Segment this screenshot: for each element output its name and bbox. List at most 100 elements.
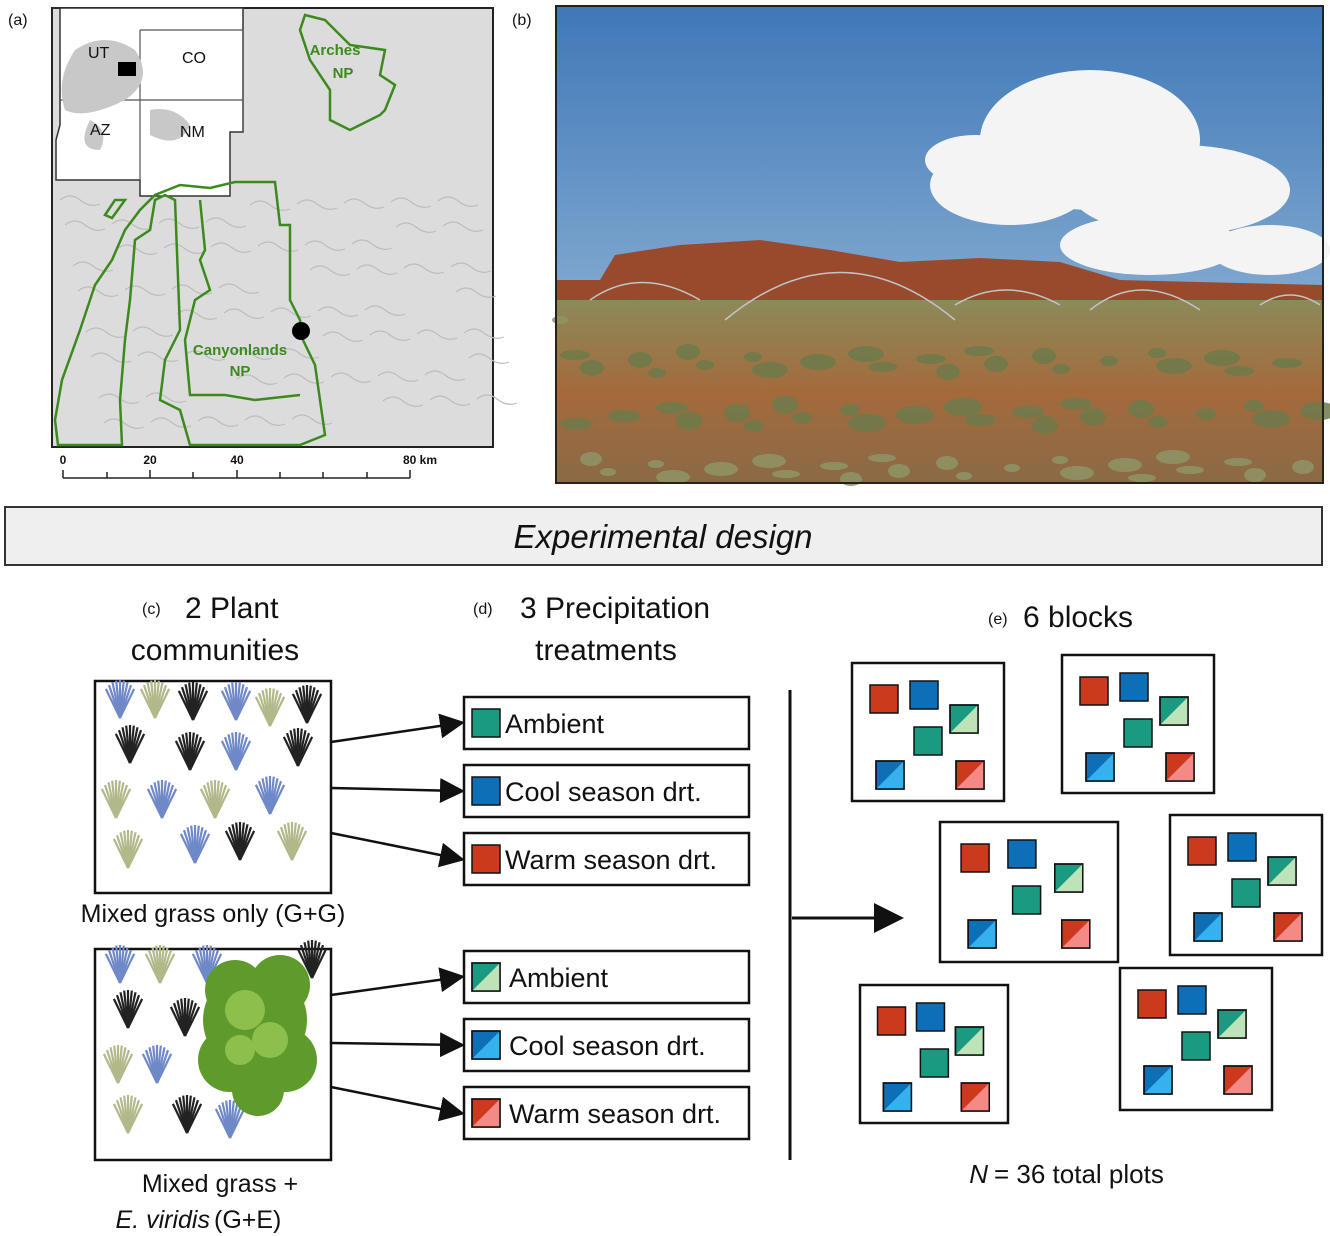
blade [127, 998, 144, 1029]
blade [129, 733, 146, 764]
plot [1187, 836, 1217, 866]
scale-label: 0 [60, 453, 67, 467]
shrub [936, 364, 960, 380]
plot-half [956, 761, 984, 789]
treatment-label: Cool season drt. [505, 777, 702, 807]
plot [1123, 718, 1153, 748]
shrub [1156, 358, 1192, 374]
grass [144, 945, 176, 984]
plot [1079, 676, 1109, 706]
shrub [744, 420, 764, 432]
shrub [1244, 468, 1266, 482]
shrub [1100, 356, 1118, 366]
shrub [792, 412, 812, 424]
blade [306, 693, 323, 724]
relief [382, 396, 424, 407]
grass [254, 776, 286, 815]
plot [1177, 985, 1207, 1015]
scale-label: 80 km [403, 453, 437, 467]
shrub [580, 360, 604, 376]
blade [156, 1053, 173, 1084]
plot-border [471, 962, 501, 992]
plot [869, 684, 899, 714]
relief [309, 265, 351, 276]
scale-label: 20 [143, 453, 157, 467]
relief [476, 394, 518, 405]
plot [1231, 878, 1261, 908]
grass [146, 780, 178, 819]
shrub [1292, 460, 1314, 474]
grass [179, 825, 211, 864]
shrub [956, 472, 972, 480]
plot-border [955, 760, 985, 790]
blade [127, 838, 144, 869]
plot-half [1160, 697, 1188, 725]
grass [114, 725, 146, 764]
shrub [560, 418, 592, 430]
panel-label: (b) [512, 12, 532, 29]
heading: treatments [535, 634, 677, 667]
banner-title: Experimental design [514, 518, 813, 555]
shrub [1224, 458, 1252, 466]
panel-label: (d) [473, 601, 493, 618]
shrub-light [225, 990, 265, 1030]
shrub [1252, 410, 1290, 428]
plot [1227, 832, 1257, 862]
shrub [704, 462, 738, 476]
plot [915, 1002, 946, 1032]
arches-boundary [298, 13, 397, 132]
shrub [1148, 416, 1168, 428]
plot-border [949, 704, 979, 734]
shrub [656, 402, 688, 414]
relief [236, 374, 278, 385]
blade [235, 740, 252, 771]
plot-border [1165, 752, 1195, 782]
shrub [1224, 366, 1254, 376]
shrub [676, 344, 700, 360]
park-label: Canyonlands [193, 342, 287, 359]
shrub [964, 414, 996, 426]
shrub [868, 454, 896, 462]
plot-half [472, 1031, 500, 1059]
site-box [118, 62, 136, 76]
blade [239, 830, 256, 861]
grass [169, 998, 201, 1037]
shrub [1204, 350, 1240, 366]
relief [145, 392, 187, 403]
plot-half [883, 1083, 912, 1111]
relief [468, 353, 510, 364]
relief [176, 309, 218, 320]
shrub [964, 346, 994, 356]
arrow [330, 1032, 465, 1058]
shrub [1004, 464, 1020, 472]
blade [119, 688, 136, 719]
relief [249, 200, 291, 211]
plot-half [1144, 1066, 1172, 1094]
shrub [1052, 456, 1068, 464]
plot-border [471, 1098, 501, 1128]
blade [117, 1053, 134, 1084]
plot-half [876, 761, 904, 789]
relief [116, 244, 158, 255]
relief [377, 371, 419, 382]
shrub [1032, 348, 1056, 364]
treatment-label: Cool season drt. [509, 1031, 706, 1061]
plot-border [1143, 1065, 1173, 1095]
shrub [676, 412, 702, 430]
plot-border [1217, 1009, 1247, 1039]
grass [199, 780, 231, 819]
blade [159, 953, 176, 984]
plot [1181, 1031, 1211, 1061]
shrub [1108, 458, 1142, 472]
blade [297, 736, 314, 767]
arrow [330, 778, 465, 804]
relief [244, 415, 286, 426]
grass [282, 728, 314, 767]
shrub [628, 352, 652, 368]
plot [1011, 885, 1042, 915]
blade [214, 788, 231, 819]
plot-half [1086, 753, 1114, 781]
park-label: NP [230, 363, 251, 380]
treatment-label: Warm season drt. [505, 845, 717, 875]
shrub [608, 410, 640, 422]
